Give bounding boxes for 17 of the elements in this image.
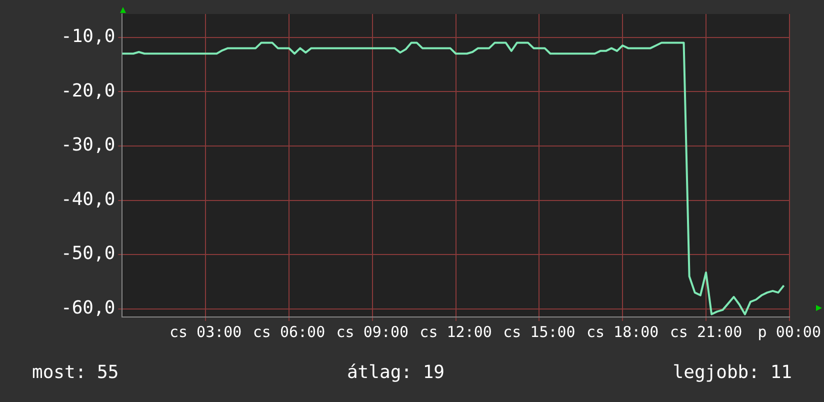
y-tick-label: -50,0 bbox=[60, 243, 116, 264]
y-tick-label: -60,0 bbox=[60, 298, 116, 319]
x-tick-label: cs 12:00 bbox=[420, 322, 492, 341]
y-tick-label: -40,0 bbox=[60, 188, 116, 210]
y-tick-label: -30,0 bbox=[60, 134, 116, 156]
text: most: 55 bbox=[32, 362, 119, 383]
x-tick-label: cs 15:00 bbox=[503, 322, 576, 341]
x-tick-label: cs 03:00 bbox=[169, 322, 242, 341]
y-tick-label: -10,0 bbox=[60, 26, 116, 48]
x-tick-label: cs 09:00 bbox=[336, 322, 409, 341]
text: átlag: 19 bbox=[346, 362, 445, 383]
x-tick-label: cs 18:00 bbox=[586, 322, 659, 341]
x-tick-label: cs 06:00 bbox=[252, 322, 326, 341]
text: legjobb: 11 bbox=[672, 362, 792, 383]
x-tick-label: p 00:00 bbox=[758, 322, 821, 341]
y-tick-label: -20,0 bbox=[60, 80, 116, 102]
x-tick-label: cs 21:00 bbox=[670, 322, 742, 341]
